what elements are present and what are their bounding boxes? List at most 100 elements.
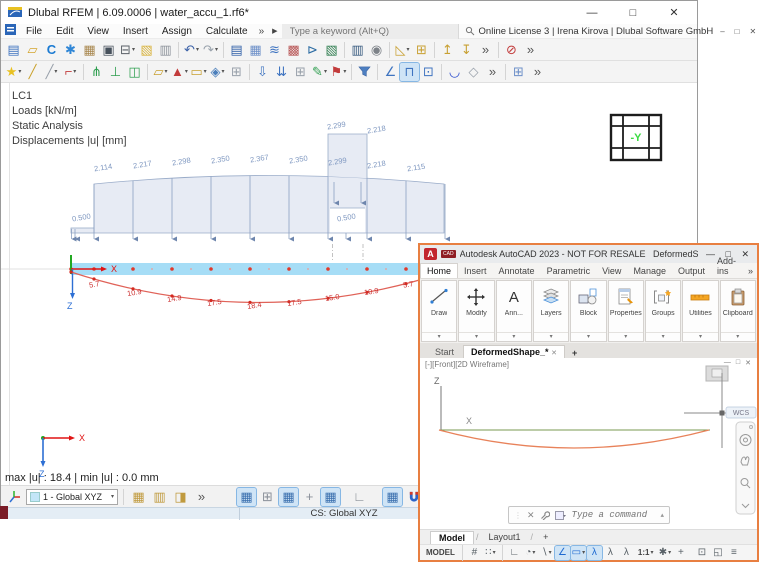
panel-expand-chevron[interactable]: ▾ — [645, 332, 681, 341]
polar-tracking-icon[interactable]: ◔ ▾ — [523, 546, 538, 560]
ortho-corner-icon[interactable]: ∟ — [353, 488, 366, 504]
new-nodal-support-icon-dropdown[interactable]: ▾ — [184, 68, 188, 75]
viewport-view-controls[interactable]: [-][Front][2D Wireframe] — [425, 360, 510, 369]
archive-icon[interactable]: ▦ — [83, 41, 96, 57]
file-tab-deformedshape[interactable]: DeformedShape_* ✕ — [463, 345, 565, 358]
panel-expand-chevron[interactable]: ▾ — [720, 332, 755, 341]
new-line-between-icon-dropdown[interactable]: ▾ — [54, 68, 58, 75]
new-model-icon[interactable]: ▤ — [7, 41, 20, 57]
workspace-switching-icon[interactable]: ✱ ▾ — [657, 546, 672, 560]
menu-assign[interactable]: Assign — [161, 25, 192, 37]
grid-display-icon[interactable]: # — [471, 546, 478, 558]
annotation-visibility-icon[interactable]: λ — [585, 544, 603, 561]
move-workplane-icon[interactable]: ▥ — [153, 488, 166, 504]
object-snap-icon[interactable]: ∠ — [553, 544, 571, 561]
workspace-switching-icon-dropdown[interactable]: ▾ — [668, 549, 672, 556]
spreadsheet-icon[interactable]: ▦ — [249, 41, 262, 57]
ribbon-tab-manage[interactable]: Manage — [633, 266, 666, 276]
new-member-load-icon[interactable]: ⇊ — [276, 63, 287, 79]
excel-export-icon[interactable]: ▧ — [325, 41, 338, 57]
coordinate-system-icon[interactable] — [5, 488, 24, 506]
smooth-results-icon[interactable]: ◇ — [468, 63, 479, 79]
ortho-mode-icon[interactable]: ∟ — [509, 546, 520, 558]
minimize-button[interactable]: — — [586, 6, 598, 19]
viewcube-button[interactable] — [705, 365, 729, 382]
new-polyline-icon-dropdown[interactable]: ▾ — [73, 68, 77, 75]
copy-object-icon[interactable]: ⊞ — [231, 63, 242, 79]
new-surface-icon[interactable]: ◫ — [128, 63, 141, 79]
panel-expand-chevron[interactable]: ▾ — [459, 332, 494, 341]
autocad-close-button[interactable]: ✕ — [741, 248, 749, 259]
new-line-support-icon-dropdown[interactable]: ▾ — [203, 68, 207, 75]
menu-view[interactable]: View — [87, 25, 109, 37]
panel-expand-chevron[interactable]: ▾ — [422, 332, 457, 341]
navigation-bar[interactable] — [735, 421, 756, 515]
ribbon-panel-block[interactable]: Block ▾ — [570, 280, 607, 342]
autocad-viewport[interactable]: [-][Front][2D Wireframe] — □ ✕ Z X — [420, 358, 757, 529]
customization-icon[interactable]: ≡ — [731, 546, 737, 558]
menu-insert[interactable]: Insert — [122, 25, 148, 37]
redo-icon-dropdown[interactable]: ▾ — [214, 46, 218, 53]
load-wizard-icon-dropdown[interactable]: ▾ — [323, 68, 327, 75]
dynamic-input-icon-dropdown[interactable]: ▾ — [582, 549, 586, 556]
ribbon-tabs-overflow[interactable]: » — [748, 266, 754, 276]
snap-grid-icon[interactable]: ▦ — [382, 486, 403, 507]
ribbon-tab-view[interactable]: View — [602, 266, 622, 276]
menu-calculate[interactable]: Calculate — [205, 25, 248, 37]
cs-select-chevron-icon[interactable]: ▾ — [110, 494, 114, 500]
acad-deformed-curve[interactable] — [438, 429, 710, 449]
new-printout-report-icon[interactable]: ▧ — [140, 41, 153, 57]
new-line-icon[interactable]: ╱ — [28, 63, 37, 79]
new-drawing-tab-button[interactable]: + — [571, 348, 578, 358]
show-guidelines-icon[interactable]: ▦ — [278, 486, 299, 507]
annotation-scale-value[interactable]: 1:1 ▾ — [635, 546, 657, 560]
show-axes-icon[interactable]: ▦ — [320, 486, 341, 507]
work-plane-icon-dropdown[interactable]: ▾ — [406, 46, 410, 53]
ribbon-tab-parametric[interactable]: Parametric — [546, 266, 591, 276]
ribbon-panel-draw[interactable]: Draw ▾ — [421, 280, 458, 342]
dynamic-input-icon[interactable]: ▭ ▾ — [569, 544, 587, 561]
ribbon-panel-annotation[interactable]: A Ann... ▾ — [495, 280, 532, 342]
layout-tab-model[interactable]: Model — [430, 530, 474, 544]
result-diagram-panel-icon[interactable]: ∠ — [384, 63, 397, 79]
viewport-close-icon[interactable]: ✕ — [745, 360, 751, 367]
color-scale-table-icon[interactable]: ▩ — [287, 41, 300, 57]
snap-mode-icon[interactable]: ∷ ▾ — [483, 546, 498, 560]
save-icon[interactable]: ▣ — [102, 41, 115, 57]
new-nodal-support-icon[interactable]: ▲ ▾ — [171, 63, 188, 79]
autocad-logo-icon[interactable]: A — [424, 248, 437, 260]
annotation-scale-value-dropdown[interactable]: ▾ — [650, 549, 654, 556]
object-snap-tracking-icon[interactable]: ∖ ▾ — [539, 546, 554, 560]
isolate-objects-icon[interactable]: + — [678, 546, 684, 558]
new-node-icon-dropdown[interactable]: ▾ — [18, 68, 22, 75]
new-member-hinge-icon[interactable]: ◈ ▾ — [210, 63, 225, 79]
license-close-icon[interactable]: ✕ — [749, 26, 757, 36]
open-model-icon[interactable]: ▱ — [27, 41, 38, 57]
file-tab-close-icon[interactable]: ✕ — [551, 350, 557, 357]
new-imperfection-icon-dropdown[interactable]: ▾ — [343, 68, 347, 75]
command-history-chevron-icon[interactable]: ▴ — [660, 512, 664, 519]
autocad-maximize-button[interactable]: □ — [725, 248, 731, 259]
polar-tracking-icon-dropdown[interactable]: ▾ — [532, 549, 536, 556]
command-input[interactable] — [571, 510, 656, 520]
close-button[interactable]: ✕ — [669, 7, 679, 19]
menu-overflow-chevron[interactable]: » — [258, 25, 265, 37]
plane-select-icon[interactable]: ◨ — [174, 488, 187, 504]
edit-guidelines-icon[interactable]: + — [305, 488, 314, 504]
toolbar1-overflow-2[interactable]: » — [526, 41, 535, 57]
snap-mode-icon-dropdown[interactable]: ▾ — [492, 549, 496, 556]
ribbon-panel-layers[interactable]: Layers ▾ — [532, 280, 570, 342]
manage-models-icon[interactable]: ✱ — [65, 41, 76, 57]
print-icon[interactable]: ⊟ ▾ — [120, 41, 135, 57]
new-node-icon[interactable]: ★ ▾ — [5, 63, 22, 79]
object-snap-magnet-icon[interactable] — [404, 488, 423, 506]
plane-offset-icon[interactable]: ⊞ — [416, 41, 427, 57]
license-minimize-icon[interactable]: – — [720, 26, 725, 36]
show-grid-icon[interactable]: ▦ — [236, 486, 257, 507]
edit-grid-icon[interactable]: ⊞ — [262, 488, 273, 504]
panel-expand-chevron[interactable]: ▾ — [571, 332, 606, 341]
ribbon-panel-clipboard[interactable]: Clipboard ▾ — [719, 280, 756, 342]
beam-member[interactable] — [71, 263, 446, 275]
network-project-icon[interactable]: C — [46, 41, 57, 57]
result-values-icon[interactable]: ◡ — [448, 63, 461, 79]
